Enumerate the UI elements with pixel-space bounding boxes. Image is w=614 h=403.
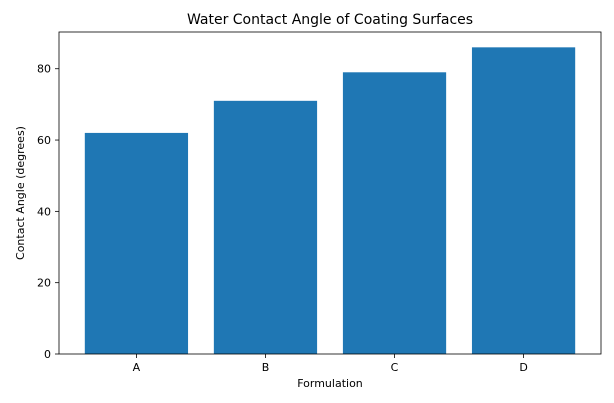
bars-group [84, 47, 576, 355]
bar-A [84, 132, 189, 354]
y-tick-label: 0 [44, 348, 51, 361]
chart-title: Water Contact Angle of Coating Surfaces [187, 12, 473, 28]
bar-B [213, 100, 318, 354]
x-axis-label: Formulation [297, 377, 363, 390]
y-tick-label: 20 [37, 277, 51, 290]
plot-frame [58, 31, 602, 355]
bar-D [471, 47, 576, 354]
y-axis-ticks: 0 20 40 60 80 [37, 63, 59, 361]
x-tick-label: C [391, 361, 399, 374]
x-tick-label: D [519, 361, 527, 374]
y-tick-label: 60 [37, 134, 51, 147]
y-tick-label: 80 [37, 63, 51, 76]
x-axis-ticks: A B C D [133, 354, 528, 374]
bar-C [342, 72, 447, 355]
x-tick-label: B [262, 361, 270, 374]
y-axis-label: Contact Angle (degrees) [14, 126, 27, 260]
y-tick-label: 40 [37, 205, 51, 218]
x-tick-label: A [133, 361, 141, 374]
